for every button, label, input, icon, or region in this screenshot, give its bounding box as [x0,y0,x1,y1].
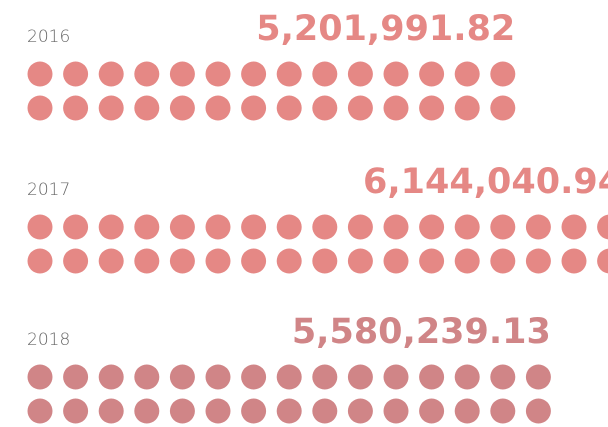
dot [454,214,480,240]
dot [347,214,373,240]
dot [241,398,267,424]
dot [134,214,160,240]
dot [597,214,608,240]
value-label: 6,144,040.94 [363,162,608,202]
dot [347,95,373,121]
dot [276,364,302,390]
dot [312,248,338,274]
dot [312,364,338,390]
dot [383,398,409,424]
dot [419,95,445,121]
dot [347,398,373,424]
dot [276,61,302,87]
dot [490,398,516,424]
dot [241,95,267,121]
dot [276,95,302,121]
dot [134,61,160,87]
dot [561,248,587,274]
dot [27,61,53,87]
dot [98,95,124,121]
dot [419,61,445,87]
value-label: 5,580,239.13 [292,312,551,352]
dot [383,364,409,390]
dot [169,364,195,390]
dot [347,364,373,390]
dot [205,214,231,240]
dot [205,398,231,424]
dot [597,248,608,274]
dot [205,61,231,87]
dot [383,61,409,87]
dot [383,214,409,240]
dot [63,248,89,274]
year-label: 2018 [27,330,70,350]
dot [98,214,124,240]
dot [241,364,267,390]
dot [98,364,124,390]
dot [276,214,302,240]
dot [525,248,551,274]
dot [134,95,160,121]
dot [169,61,195,87]
value-label: 5,201,991.82 [256,9,515,49]
dot [454,61,480,87]
dot [98,248,124,274]
dot [63,214,89,240]
dot [169,214,195,240]
dot [454,248,480,274]
year-label: 2017 [27,180,70,200]
dot [134,248,160,274]
dot [134,364,160,390]
dot [347,248,373,274]
dot [419,248,445,274]
dot [454,364,480,390]
dot [312,61,338,87]
dot [525,398,551,424]
dot [98,398,124,424]
dot [27,248,53,274]
dot [134,398,160,424]
dot [490,364,516,390]
dot [63,398,89,424]
dot [454,95,480,121]
dot [241,248,267,274]
dot [63,95,89,121]
dot [98,61,124,87]
dot [347,61,373,87]
dot [419,398,445,424]
dot [383,248,409,274]
dot [561,214,587,240]
dot [525,364,551,390]
dot [63,364,89,390]
dot [205,364,231,390]
dot [312,214,338,240]
dot [490,214,516,240]
dot [454,398,480,424]
dot [205,95,231,121]
dot [169,95,195,121]
dot [419,214,445,240]
dot [276,398,302,424]
dot [383,95,409,121]
dot [27,398,53,424]
dot [169,398,195,424]
dot [241,61,267,87]
dot [63,61,89,87]
dot [169,248,195,274]
dot [312,95,338,121]
dot [490,95,516,121]
year-label: 2016 [27,27,70,47]
dot [27,214,53,240]
dot [27,95,53,121]
dot [276,248,302,274]
dot [419,364,445,390]
dot [27,364,53,390]
dot [490,61,516,87]
dot [312,398,338,424]
dot [241,214,267,240]
dot [525,214,551,240]
dot [490,248,516,274]
dot [205,248,231,274]
